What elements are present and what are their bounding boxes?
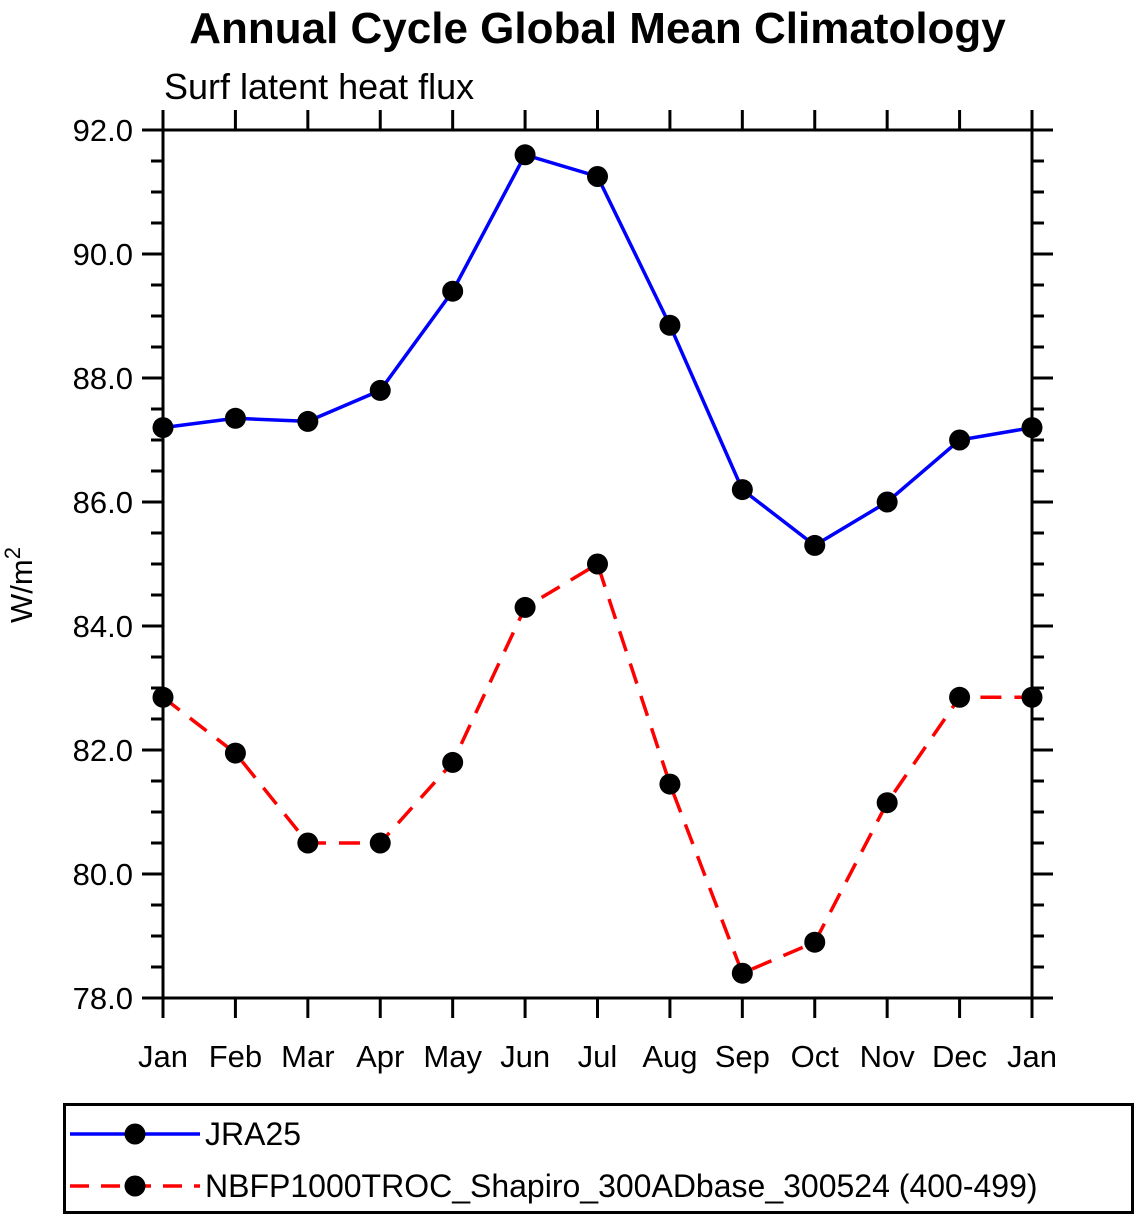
data-point-marker-series-1 — [876, 792, 898, 814]
chart-subtitle: Surf latent heat flux — [164, 66, 475, 107]
legend-marker-0 — [124, 1123, 146, 1145]
data-point-marker-series-0 — [731, 479, 753, 501]
x-tick-label: Jun — [500, 1039, 550, 1074]
data-point-marker-series-1 — [224, 742, 246, 764]
data-point-marker-series-0 — [224, 407, 246, 429]
series-line-1 — [161, 561, 1032, 976]
y-tick-label: 80.0 — [73, 857, 133, 892]
y-tick-label: 82.0 — [73, 733, 133, 768]
x-tick-label: Aug — [642, 1039, 697, 1074]
legend-marker-1 — [124, 1175, 146, 1197]
data-point-marker-series-0 — [876, 491, 898, 513]
y-axis-title: W/m2 — [0, 547, 39, 623]
x-tick-label: Oct — [791, 1039, 840, 1074]
legend-entry-jra25: JRA25 — [68, 1116, 302, 1152]
data-point-marker-series-1 — [949, 686, 971, 708]
legend-solid-line-sample — [70, 1123, 200, 1145]
x-tick-label: Sep — [715, 1039, 770, 1074]
data-point-marker-series-1 — [514, 596, 536, 618]
legend-dashed-line-sample — [70, 1175, 200, 1197]
data-point-marker-series-1 — [659, 773, 681, 795]
legend-label-nbfp: NBFP1000TROC_Shapiro_300ADbase_300524 (4… — [205, 1168, 1038, 1204]
x-tick-label: Jul — [578, 1039, 618, 1074]
data-point-marker-series-1 — [1021, 686, 1043, 708]
x-tick-label: Dec — [932, 1039, 987, 1074]
legend-label-jra25: JRA25 — [205, 1116, 302, 1152]
data-point-marker-series-1 — [152, 686, 174, 708]
data-point-marker-series-1 — [804, 931, 826, 953]
data-point-marker-series-1 — [731, 962, 753, 984]
legend-entry-nbfp: NBFP1000TROC_Shapiro_300ADbase_300524 (4… — [68, 1168, 1038, 1204]
x-tick-label: Apr — [356, 1039, 404, 1074]
x-tick-label: May — [423, 1039, 482, 1074]
data-point-marker-series-0 — [804, 534, 826, 556]
data-point-marker-series-0 — [369, 379, 391, 401]
data-point-marker-series-0 — [949, 429, 971, 451]
y-tick-label: 86.0 — [73, 485, 133, 520]
data-point-marker-series-0 — [514, 144, 536, 166]
x-tick-label: Nov — [860, 1039, 916, 1074]
data-point-marker-series-0 — [152, 417, 174, 439]
y-tick-label: 88.0 — [73, 361, 133, 396]
data-point-marker-series-0 — [587, 166, 608, 187]
chart-title: Annual Cycle Global Mean Climatology — [189, 4, 1006, 53]
data-point-marker-series-0 — [1021, 417, 1043, 439]
y-tick-label: 92.0 — [73, 113, 133, 148]
plot-area: Jan Feb Mar Apr May Jun Jul Aug Sep Oct Nov Dec Jan7… — [0, 110, 1057, 1074]
x-tick-label: Mar — [281, 1039, 334, 1074]
x-tick-label: Feb — [209, 1039, 262, 1074]
y-tick-label: 78.0 — [73, 981, 133, 1016]
data-point-marker-series-1 — [587, 553, 608, 575]
x-tick-label: Jan — [138, 1039, 188, 1074]
x-tick-label: Jan — [1007, 1039, 1057, 1074]
data-point-marker-series-0 — [659, 314, 681, 336]
data-point-marker-series-1 — [369, 832, 391, 854]
y-tick-label: 84.0 — [73, 609, 133, 644]
data-point-marker-series-0 — [297, 410, 319, 432]
data-point-marker-series-1 — [442, 751, 464, 773]
series-line-0 — [162, 152, 1033, 548]
y-tick-label: 90.0 — [73, 237, 133, 272]
data-point-marker-series-0 — [442, 280, 464, 302]
data-point-marker-series-1 — [297, 832, 319, 854]
legend: JRA25 NBFP1000TROC_Shapiro_300ADbase_300… — [63, 1103, 1134, 1214]
